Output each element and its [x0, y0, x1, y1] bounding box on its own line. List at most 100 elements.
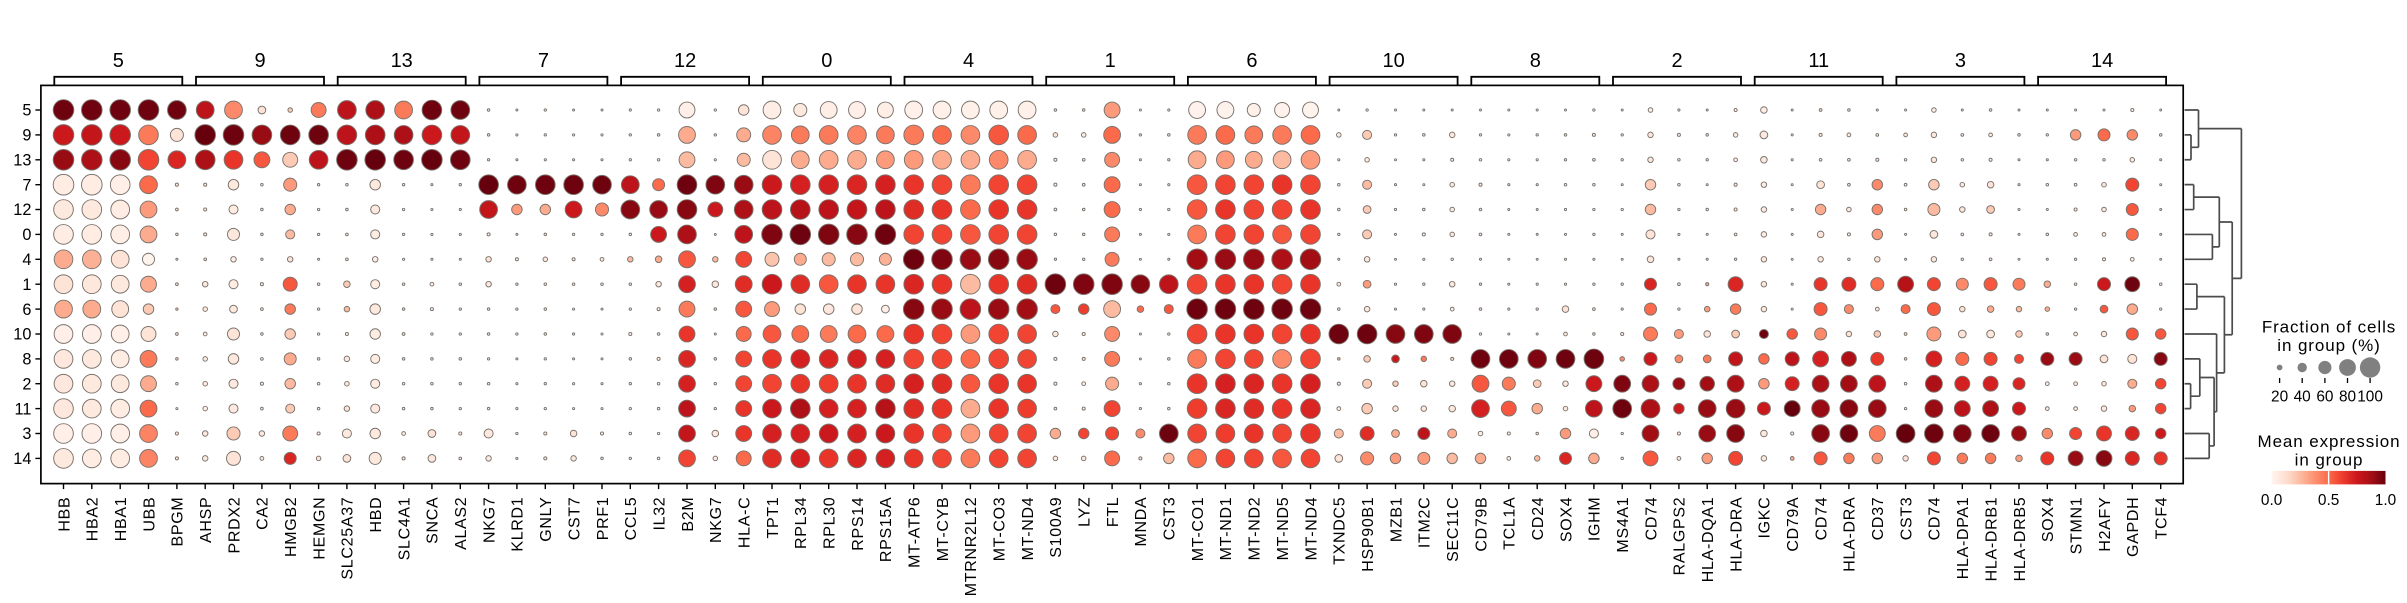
svg-text:0.5: 0.5: [2318, 492, 2339, 509]
svg-text:MS4A1: MS4A1: [1615, 497, 1632, 553]
svg-text:1.0: 1.0: [2375, 492, 2396, 509]
svg-text:HSP90B1: HSP90B1: [1360, 497, 1377, 572]
svg-text:TPT1: TPT1: [765, 497, 782, 539]
svg-text:H2AFY: H2AFY: [2097, 497, 2114, 552]
svg-text:20: 20: [2271, 389, 2288, 406]
svg-text:RPL34: RPL34: [793, 497, 810, 549]
svg-text:HBB: HBB: [56, 497, 73, 532]
svg-text:HLA-DRB5: HLA-DRB5: [2012, 497, 2029, 582]
svg-text:CD74: CD74: [1643, 497, 1660, 541]
svg-text:0.0: 0.0: [2261, 492, 2282, 509]
svg-text:11: 11: [14, 400, 31, 418]
svg-text:CCL5: CCL5: [623, 497, 640, 541]
svg-text:ITM2C: ITM2C: [1417, 497, 1434, 548]
svg-text:10: 10: [1382, 50, 1404, 72]
svg-text:MT-CYB: MT-CYB: [935, 497, 952, 562]
svg-text:NKG7: NKG7: [708, 497, 725, 543]
svg-text:1: 1: [1105, 50, 1116, 72]
svg-text:MNDA: MNDA: [1133, 497, 1150, 547]
svg-text:1: 1: [22, 276, 31, 294]
svg-text:5: 5: [22, 102, 31, 120]
svg-text:IGKC: IGKC: [1757, 497, 1774, 539]
svg-text:HLA-DRA: HLA-DRA: [1728, 497, 1745, 572]
svg-text:AHSP: AHSP: [198, 497, 215, 543]
svg-text:HBA2: HBA2: [85, 497, 102, 542]
svg-text:8: 8: [22, 351, 31, 369]
svg-text:FTL: FTL: [1105, 497, 1122, 528]
svg-text:HMGB2: HMGB2: [283, 497, 300, 557]
svg-text:HLA-DPA1: HLA-DPA1: [1955, 497, 1972, 580]
svg-text:HBD: HBD: [368, 497, 385, 533]
svg-text:IL32: IL32: [651, 497, 668, 531]
svg-text:13: 13: [13, 152, 31, 170]
svg-text:CD79B: CD79B: [1473, 497, 1490, 552]
svg-text:CST3: CST3: [1162, 497, 1179, 541]
svg-text:RPS14: RPS14: [850, 497, 867, 551]
svg-text:MT-ND2: MT-ND2: [1247, 497, 1264, 561]
svg-text:14: 14: [13, 450, 31, 468]
svg-text:7: 7: [538, 50, 549, 72]
svg-text:SNCA: SNCA: [425, 497, 442, 544]
svg-text:LYZ: LYZ: [1077, 497, 1094, 527]
svg-text:0: 0: [22, 226, 31, 244]
svg-text:HLA-C: HLA-C: [737, 497, 754, 549]
svg-text:CA2: CA2: [255, 497, 272, 530]
svg-text:ALAS2: ALAS2: [453, 497, 470, 550]
svg-text:SLC4A1: SLC4A1: [396, 497, 413, 561]
svg-text:NKG7: NKG7: [481, 497, 498, 543]
svg-text:GNLY: GNLY: [538, 497, 555, 542]
svg-text:MT-ND5: MT-ND5: [1275, 497, 1292, 561]
svg-text:CST3: CST3: [1898, 497, 1915, 541]
svg-text:MT-ND1: MT-ND1: [1218, 497, 1235, 561]
svg-text:STMN1: STMN1: [2068, 497, 2085, 555]
svg-text:BPGM: BPGM: [170, 497, 187, 547]
svg-text:in group (%): in group (%): [2277, 336, 2380, 355]
svg-text:13: 13: [391, 50, 413, 72]
svg-text:CST7: CST7: [566, 497, 583, 541]
svg-text:SLC25A37: SLC25A37: [340, 497, 357, 580]
svg-text:HLA-DRB1: HLA-DRB1: [1983, 497, 2000, 582]
svg-text:HEMGN: HEMGN: [311, 497, 328, 560]
svg-text:6: 6: [1246, 50, 1257, 72]
svg-text:5: 5: [113, 50, 124, 72]
svg-text:SOX4: SOX4: [1558, 497, 1575, 542]
svg-text:MT-ND4: MT-ND4: [1303, 497, 1320, 561]
svg-text:UBB: UBB: [141, 497, 158, 532]
svg-text:MZB1: MZB1: [1388, 497, 1405, 542]
svg-text:TCL1A: TCL1A: [1502, 497, 1519, 550]
svg-text:MTRNR2L12: MTRNR2L12: [963, 497, 980, 597]
svg-text:CD79A: CD79A: [1785, 497, 1802, 552]
svg-text:PRF1: PRF1: [595, 497, 612, 541]
svg-text:2: 2: [1671, 50, 1682, 72]
svg-text:9: 9: [22, 127, 31, 145]
svg-text:11: 11: [1808, 50, 1829, 72]
svg-text:MT-ATP6: MT-ATP6: [907, 497, 924, 568]
svg-text:TCF4: TCF4: [2154, 497, 2171, 540]
svg-text:7: 7: [22, 176, 31, 194]
svg-text:12: 12: [13, 201, 31, 219]
svg-text:KLRD1: KLRD1: [510, 497, 527, 552]
svg-text:10: 10: [13, 326, 31, 344]
svg-text:4: 4: [963, 50, 974, 72]
svg-text:Fraction of cells: Fraction of cells: [2262, 318, 2396, 337]
svg-text:HLA-DRA: HLA-DRA: [1842, 497, 1859, 572]
svg-text:60: 60: [2316, 389, 2333, 406]
svg-text:80: 80: [2339, 389, 2356, 406]
svg-text:SOX4: SOX4: [2040, 497, 2057, 542]
svg-text:40: 40: [2294, 389, 2311, 406]
svg-text:3: 3: [1955, 50, 1966, 72]
svg-text:6: 6: [22, 301, 31, 319]
svg-text:CD74: CD74: [1927, 497, 1944, 541]
svg-text:MT-CO3: MT-CO3: [992, 497, 1009, 562]
svg-text:SEC11C: SEC11C: [1445, 497, 1462, 562]
svg-text:RPL30: RPL30: [822, 497, 839, 549]
svg-text:2: 2: [22, 375, 31, 393]
svg-text:4: 4: [22, 251, 31, 269]
svg-text:S100A9: S100A9: [1048, 497, 1065, 558]
svg-text:MT-ND4: MT-ND4: [1020, 497, 1037, 561]
svg-text:3: 3: [22, 425, 31, 443]
svg-text:CD74: CD74: [1813, 497, 1830, 541]
svg-text:9: 9: [254, 50, 265, 72]
svg-text:CD24: CD24: [1530, 497, 1547, 541]
svg-text:12: 12: [674, 50, 696, 72]
